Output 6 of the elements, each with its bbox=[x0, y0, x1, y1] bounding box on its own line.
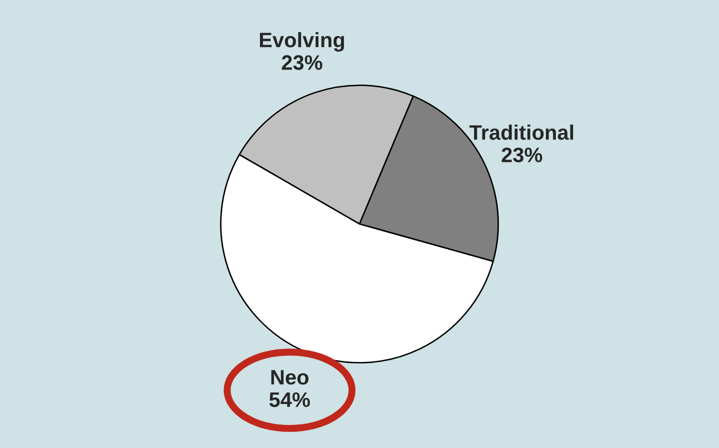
slice-label: Neo bbox=[271, 370, 308, 385]
slice-label: Evolving bbox=[260, 32, 344, 52]
data-label: 54% bbox=[269, 392, 310, 408]
data-label: 23% bbox=[502, 148, 542, 162]
slice-label: Traditional bbox=[469, 124, 574, 140]
data-label: 23% bbox=[282, 55, 322, 70]
